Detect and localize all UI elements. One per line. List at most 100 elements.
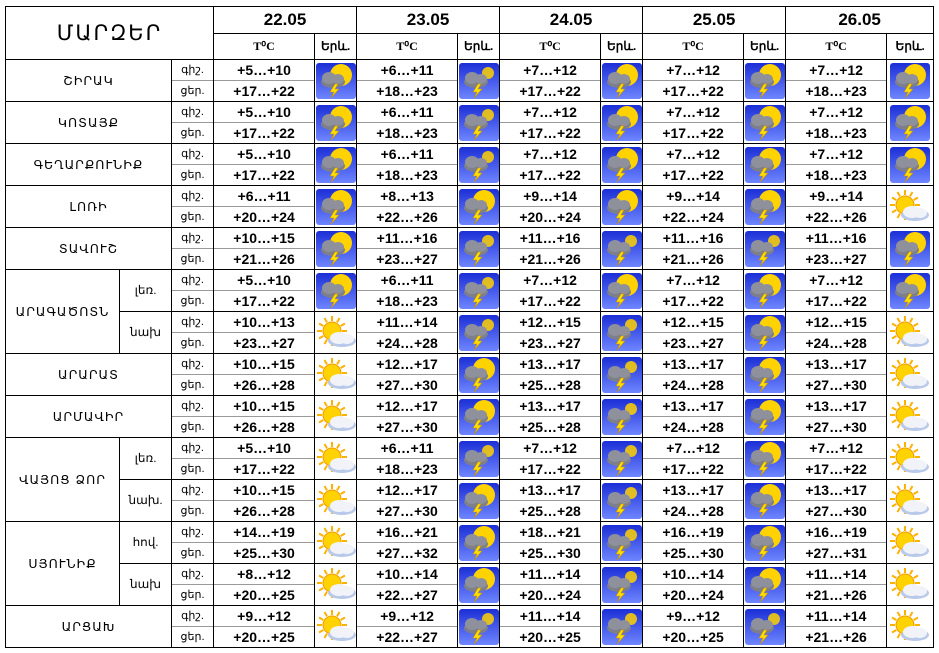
weather-icon-cell — [314, 269, 358, 312]
day-temperature: +20…+24 — [500, 206, 600, 227]
temperature-cell: +12…+15 +23…+27 — [642, 311, 745, 354]
weather-icon-cell — [743, 59, 787, 102]
sun-cloud-icon — [890, 441, 930, 473]
day-label: ցեր. — [172, 332, 213, 353]
region-row: ԱՐՄԱՎԻՐ գիշ. ցեր. +10…+15 +26…+28 +12…+17 +27…… — [5, 395, 935, 438]
temperature-cell: +7…+12 +17…+22 — [785, 437, 888, 480]
zone-label: լեռ. — [119, 437, 172, 480]
day-temperature: +18…+23 — [357, 164, 457, 185]
cloud-storm-icon — [458, 146, 499, 183]
temperature-cell: +9…+14 +20…+24 — [499, 185, 602, 228]
day-temperature: +17…+22 — [643, 290, 743, 311]
day-temperature: +17…+22 — [214, 290, 314, 311]
night-temperature: +9…+14 — [809, 188, 863, 204]
weather-icon-cell — [886, 227, 935, 270]
yerevan-column-header: Երև. — [600, 33, 644, 60]
day-temperature: +27…+30 — [786, 500, 886, 521]
day-temperature: +18…+23 — [357, 122, 457, 143]
temperature-cell: +7…+12 +17…+22 — [499, 437, 602, 480]
temperature-cell: +12…+17 +27…+30 — [356, 395, 459, 438]
night-day-labels: գիշ. ցեր. — [170, 479, 215, 522]
temperature-cell: +6…+11 +18…+23 — [356, 437, 459, 480]
night-label: գիշ. — [181, 526, 204, 538]
temperature-cell: +13…+17 +25…+28 — [499, 479, 602, 522]
temperature-cell: +13…+17 +27…+30 — [785, 479, 888, 522]
day-temperature: +20…+24 — [500, 584, 600, 605]
weather-icon-cell — [457, 605, 501, 648]
day-temperature: +17…+22 — [643, 122, 743, 143]
day-temperature: +20…+25 — [500, 626, 600, 647]
day-temperature: +17…+22 — [500, 290, 600, 311]
day-temperature: +24…+28 — [643, 374, 743, 395]
region-row: ԿՈՏԱՅՔ գիշ. ցեր. +5…+10 +17…+22 +6…+11 +18…+23… — [5, 101, 935, 144]
temperature-column-header: T⁰C — [642, 33, 745, 60]
night-label: գիշ. — [181, 106, 204, 118]
temperature-cell: +12…+17 +27…+30 — [356, 353, 459, 396]
sun-cloud-storm-icon — [890, 104, 931, 141]
date-header: 24.05 — [499, 6, 644, 34]
sun-cloud-storm-icon — [315, 272, 356, 309]
weather-icon-cell — [743, 353, 787, 396]
forecast-table: ՄԱՐԶԵՐ 22.05 23.05 24.05 25.05 26.05 T⁰C Երև. T⁰… — [4, 6, 935, 648]
sun-cloud-icon — [890, 315, 930, 347]
yerevan-column-header: Երև. — [886, 33, 935, 60]
day-temperature: +17…+22 — [500, 80, 600, 101]
region-row: նախ գիշ. ցեր. +10…+13 +23…+27 +11…+14 +24…+28 +… — [6, 311, 935, 354]
night-temperature: +14…+19 — [233, 524, 295, 540]
sun-cloud-storm-icon — [744, 62, 785, 99]
night-temperature: +9…+12 — [237, 608, 291, 624]
temperature-cell: +11…+16 +23…+27 — [785, 227, 888, 270]
day-temperature: +26…+28 — [214, 416, 314, 437]
weather-icon-cell — [600, 395, 644, 438]
region-name: ՎԱՅՈՑ ՁՈՐ — [5, 437, 120, 522]
weather-icon-cell — [743, 563, 787, 606]
weather-icon-cell — [743, 311, 787, 354]
region-name: ԱՐՑԱԽ — [5, 605, 172, 648]
temperature-cell: +7…+12 +17…+22 — [642, 269, 745, 312]
night-day-labels: գիշ. ցեր. — [170, 311, 215, 354]
night-temperature: +11…+16 — [519, 230, 581, 246]
sun-cloud-storm-icon — [458, 398, 499, 435]
day-temperature: +25…+28 — [500, 500, 600, 521]
region-row: ԱՐՑԱԽ գիշ. ցեր. +9…+12 +20…+25 +9…+12 +22…+27 +… — [5, 605, 935, 648]
day-temperature: +25…+28 — [500, 416, 600, 437]
night-temperature: +16…+19 — [662, 524, 724, 540]
day-temperature: +20…+24 — [214, 206, 314, 227]
sun-cloud-icon — [317, 357, 356, 389]
night-temperature: +12…+17 — [376, 482, 438, 498]
night-temperature: +16…+21 — [376, 524, 438, 540]
region-name: ԱՐՄԱՎԻՐ — [5, 395, 172, 438]
night-temperature: +7…+12 — [666, 62, 720, 78]
day-temperature: +25…+30 — [214, 542, 314, 563]
night-label: գիշ. — [181, 358, 204, 370]
night-day-labels: գիշ. ցեր. — [170, 395, 215, 438]
day-temperature: +21…+26 — [214, 248, 314, 269]
sun-cloud-icon — [317, 483, 356, 515]
temperature-cell: +11…+16 +21…+26 — [642, 227, 745, 270]
cloud-storm-icon — [458, 104, 499, 141]
temperature-cell: +10…+15 +26…+28 — [213, 395, 316, 438]
day-temperature: +20…+25 — [214, 584, 314, 605]
day-temperature: +20…+24 — [643, 584, 743, 605]
day-temperature: +17…+22 — [643, 80, 743, 101]
sun-cloud-icon — [890, 525, 930, 557]
night-temperature: +11…+16 — [662, 230, 724, 246]
sun-cloud-storm-icon — [744, 356, 785, 393]
day-temperature: +23…+27 — [643, 332, 743, 353]
night-temperature: +5…+10 — [237, 62, 291, 78]
day-temperature: +17…+22 — [643, 458, 743, 479]
temperature-cell: +13…+17 +24…+28 — [642, 395, 745, 438]
day-temperature: +24…+28 — [643, 416, 743, 437]
temperature-cell: +6…+11 +18…+23 — [356, 269, 459, 312]
night-label: գիշ. — [181, 274, 204, 286]
region-name: ԿՈՏԱՅՔ — [5, 101, 172, 144]
temperature-cell: +11…+16 +23…+27 — [356, 227, 459, 270]
temperature-cell: +10…+14 +20…+24 — [642, 563, 745, 606]
sun-cloud-storm-icon — [744, 524, 785, 561]
temperature-cell: +9…+14 +22…+24 — [642, 185, 745, 228]
day-label: ցեր. — [172, 416, 213, 437]
temperature-cell: +13…+17 +27…+30 — [785, 353, 888, 396]
weather-icon-cell — [600, 605, 644, 648]
temperature-cell: +8…+13 +22…+26 — [356, 185, 459, 228]
day-label: ցեր. — [172, 80, 213, 101]
